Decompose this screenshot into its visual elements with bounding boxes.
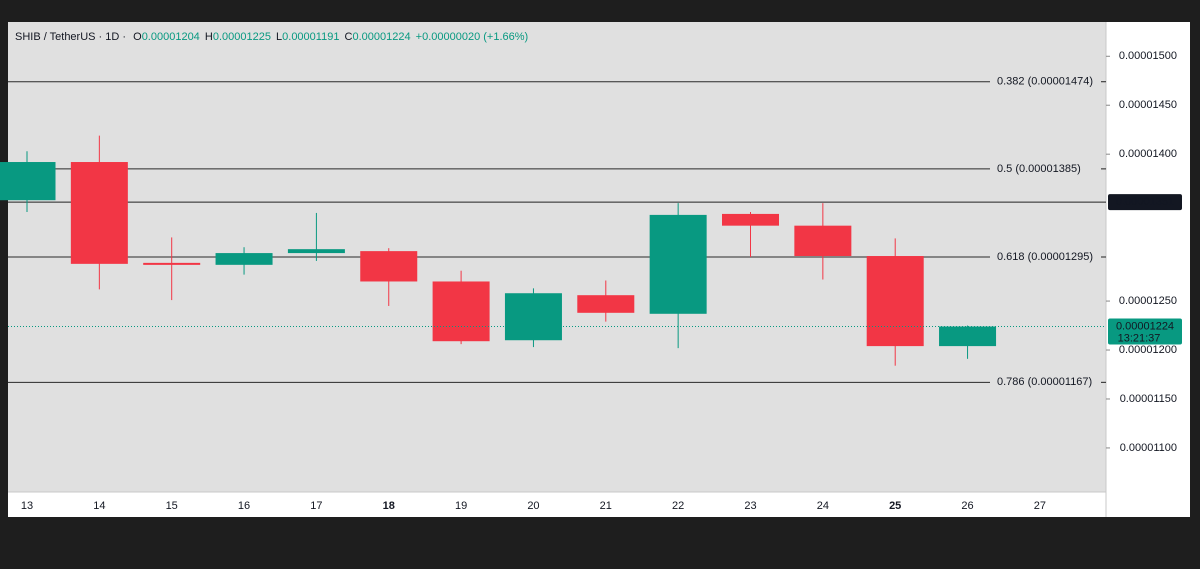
open-value: 0.00001204: [142, 31, 200, 43]
change: +0.00000020 (+1.66%): [416, 31, 529, 43]
current-price-badge: [1108, 318, 1182, 345]
y-tick-label: 0.00001500: [1119, 50, 1177, 62]
high-value: 0.00001225: [213, 31, 271, 43]
x-tick-label: 20: [527, 500, 539, 512]
candle-body: [866, 256, 924, 347]
candle-body: [577, 295, 635, 313]
fib-label: 0.5 (0.00001385): [997, 163, 1081, 175]
x-tick-label: 18: [383, 500, 395, 512]
candle-body: [504, 293, 562, 341]
y-tick-label: 0.00001250: [1119, 295, 1177, 307]
x-tick-label: 13: [21, 500, 33, 512]
y-tick-label: 0.00001150: [1120, 393, 1177, 405]
x-tick-label: 15: [166, 500, 178, 512]
open-label: O: [133, 31, 142, 43]
candle-body: [215, 253, 273, 265]
low-value: 0.00001191: [282, 31, 339, 43]
candle-body: [143, 262, 201, 265]
y-tick-label: 0.00001200: [1119, 344, 1177, 356]
close-value: 0.00001224: [352, 31, 410, 43]
price-badge-label: 0.00001351: [1116, 196, 1174, 208]
price-badge: [1108, 194, 1182, 211]
countdown: 13:21:37: [1118, 332, 1161, 344]
high-label: H: [205, 31, 213, 43]
x-tick-label: 19: [455, 500, 467, 512]
x-tick-label: 16: [238, 500, 250, 512]
y-tick-label: 0.00001450: [1119, 99, 1177, 111]
candle-body: [649, 214, 707, 314]
x-tick-label: 21: [600, 500, 612, 512]
x-tick-label: 23: [744, 500, 756, 512]
fib-label: 0.786 (0.00001167): [997, 376, 1092, 388]
x-tick-label: 17: [310, 500, 322, 512]
fib-label: 0.618 (0.00001295): [997, 251, 1093, 263]
x-tick-label: 14: [93, 500, 105, 512]
current-price-label: 0.00001224: [1116, 320, 1174, 332]
fib-label: 0.382 (0.00001474): [997, 76, 1093, 88]
candle-body: [722, 213, 779, 226]
candle-body: [287, 249, 345, 254]
candle-body: [0, 162, 56, 201]
candle-body: [360, 251, 418, 282]
x-tick-label: 27: [1034, 500, 1046, 512]
x-tick-label: 22: [672, 500, 684, 512]
y-tick-label: 0.00001400: [1119, 148, 1177, 160]
x-tick-label: 26: [961, 500, 973, 512]
x-tick-label: 25: [889, 500, 901, 512]
symbol: SHIB / TetherUS · 1D ·: [15, 31, 126, 43]
candle-body: [939, 326, 997, 347]
candle-body: [70, 162, 128, 264]
candle-body: [432, 281, 490, 342]
low-label: L: [276, 31, 282, 43]
legend-header: SHIB / TetherUS · 1D · O0.00001204 H0.00…: [15, 31, 528, 43]
close-label: C: [345, 31, 353, 43]
candle-body: [794, 225, 852, 257]
x-tick-label: 24: [817, 500, 829, 512]
y-tick-label: 0.00001100: [1120, 442, 1177, 454]
